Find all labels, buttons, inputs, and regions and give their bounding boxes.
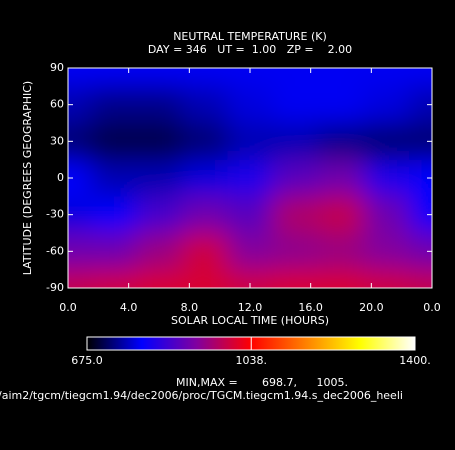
heat-cell (318, 68, 365, 87)
x-axis-label: SOLAR LOCAL TIME (HOURS) (171, 314, 329, 327)
chart-subtitle: DAY = 346 UT = 1.00 ZP = 2.00 (148, 43, 352, 56)
heat-cell (181, 123, 228, 161)
heat-cell (272, 86, 319, 124)
heat-cell (227, 159, 274, 197)
heat-cell (272, 123, 319, 161)
max-value: 1005. (317, 376, 349, 389)
heat-cell (136, 269, 183, 288)
x-tick-label: 4.0 (120, 301, 138, 314)
heat-cell (136, 196, 183, 234)
heat-cell (181, 86, 228, 124)
heat-cell (272, 196, 319, 234)
heat-cell (68, 86, 92, 124)
heat-cell (318, 233, 365, 271)
y-tick-label: 0 (57, 171, 64, 184)
heat-cell (409, 159, 432, 197)
plot-area (68, 68, 432, 288)
heatmap (68, 68, 432, 288)
heat-cell (90, 159, 137, 197)
y-tick-label: 60 (50, 98, 64, 111)
heat-cell (272, 269, 319, 288)
heat-cell (227, 269, 274, 288)
y-tick-label: 90 (50, 61, 64, 74)
heat-cell (181, 196, 228, 234)
heat-cell (227, 233, 274, 271)
heat-cell (318, 269, 365, 288)
heat-cell (363, 123, 410, 161)
y-tick-label: 30 (50, 134, 64, 147)
heat-cell (363, 196, 410, 234)
heat-cell (68, 196, 92, 234)
x-tick-label: 16.0 (298, 301, 323, 314)
heat-cell (363, 159, 410, 197)
heat-cell (90, 123, 137, 161)
heat-cell (68, 233, 92, 271)
heat-cell (181, 68, 228, 87)
heat-cell (409, 86, 432, 124)
heat-cell (227, 123, 274, 161)
heat-cell (363, 233, 410, 271)
y-tick-label: -90 (46, 281, 64, 294)
heat-cell (318, 86, 365, 124)
heat-cell (318, 159, 365, 197)
heat-cell (409, 123, 432, 161)
x-tick-label: 8.0 (181, 301, 199, 314)
heat-cell (181, 269, 228, 288)
heat-cell (227, 68, 274, 87)
heat-cell (363, 86, 410, 124)
colorbar-tick-label: 1400. (399, 354, 431, 367)
heat-cell (68, 68, 92, 87)
heat-cell (136, 68, 183, 87)
heat-cell (272, 233, 319, 271)
heat-cell (136, 233, 183, 271)
heat-cell (227, 86, 274, 124)
heat-cell (90, 68, 137, 87)
heat-cell (227, 196, 274, 234)
heat-cell (363, 68, 410, 87)
y-axis-label: LATITUDE (DEGREES GEOGRAPHIC) (21, 81, 34, 275)
x-tick-label: 0.0 (423, 301, 441, 314)
x-tick-label: 12.0 (238, 301, 263, 314)
colorbar-tick-label: 675.0 (71, 354, 103, 367)
footer-path: /aim2/tgcm/tiegcm1.94/dec2006/proc/TGCM.… (0, 389, 403, 402)
heat-cell (409, 233, 432, 271)
heat-cell (136, 123, 183, 161)
colorbar-tick-label: 1038. (235, 354, 267, 367)
heat-cell (318, 196, 365, 234)
min-value: 698.7, (262, 376, 297, 389)
heat-cell (90, 196, 137, 234)
chart-title: NEUTRAL TEMPERATURE (K) (173, 30, 327, 43)
heat-cell (409, 68, 432, 87)
heat-cell (68, 123, 92, 161)
heat-cell (90, 233, 137, 271)
x-tick-label: 20.0 (359, 301, 384, 314)
heat-cell (90, 269, 137, 288)
y-tick-label: -30 (46, 208, 64, 221)
heat-cell (409, 269, 432, 288)
stats-label: MIN,MAX = (176, 376, 238, 389)
heat-cell (181, 233, 228, 271)
heat-cell (136, 86, 183, 124)
heat-cell (318, 123, 365, 161)
heat-cell (68, 159, 92, 197)
x-tick-label: 0.0 (59, 301, 77, 314)
heat-cell (272, 159, 319, 197)
heat-cell (181, 159, 228, 197)
heat-cell (90, 86, 137, 124)
heat-cell (68, 269, 92, 288)
heat-cell (409, 196, 432, 234)
y-tick-label: -60 (46, 244, 64, 257)
heat-cell (272, 68, 319, 87)
heat-cell (136, 159, 183, 197)
heat-cell (363, 269, 410, 288)
